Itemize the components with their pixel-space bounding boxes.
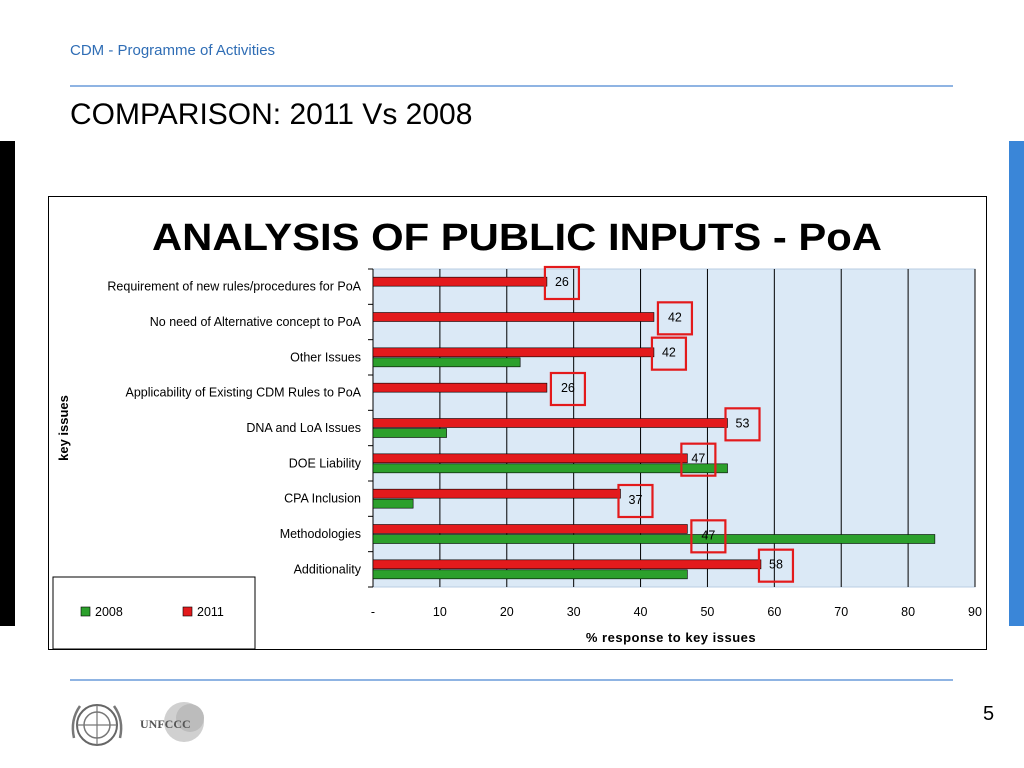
category-label: Methodologies bbox=[280, 527, 361, 541]
chart-frame: ANALYSIS OF PUBLIC INPUTS - PoA - 10 20 30 40… bbox=[48, 196, 987, 650]
bar-2011 bbox=[372, 382, 548, 393]
data-label-2011: 37 bbox=[629, 493, 643, 507]
category-label: DOE Liability bbox=[289, 456, 362, 470]
unfccc-logo: UNFCCC bbox=[140, 702, 204, 742]
data-label-2011: 47 bbox=[701, 528, 715, 542]
x-tick-label: 30 bbox=[567, 605, 581, 619]
presentation-subtitle: CDM - Programme of Activities bbox=[70, 42, 276, 59]
y-axis-label: key issues bbox=[56, 395, 71, 461]
x-tick-label: 50 bbox=[700, 605, 714, 619]
x-axis-label: % response to key issues bbox=[586, 630, 756, 645]
bar-2011 bbox=[372, 559, 762, 570]
data-label-box bbox=[543, 265, 581, 301]
data-label-2011: 53 bbox=[736, 416, 750, 430]
x-tick-label: 20 bbox=[500, 605, 514, 619]
right-accent-bar bbox=[1009, 141, 1024, 626]
data-label-box bbox=[617, 483, 654, 519]
data-label-2011: 42 bbox=[668, 310, 682, 324]
data-label-box bbox=[650, 336, 688, 371]
unfccc-logo-text: UNFCCC bbox=[140, 717, 191, 731]
bar-2008 bbox=[372, 463, 728, 474]
category-label: Applicability of Existing CDM Rules to P… bbox=[125, 386, 361, 400]
bar-2011 bbox=[372, 418, 728, 428]
x-tick-label: 60 bbox=[767, 605, 781, 619]
category-label: CPA Inclusion bbox=[284, 492, 361, 506]
x-tick-label: 10 bbox=[433, 605, 447, 619]
bar-2011 bbox=[372, 453, 688, 464]
chart-title: ANALYSIS OF PUBLIC INPUTS - PoA bbox=[152, 217, 882, 259]
data-label-2011: 42 bbox=[662, 346, 676, 360]
legend-label-2011: 2011 bbox=[197, 605, 224, 619]
data-label-2011: 47 bbox=[691, 452, 705, 466]
bottom-divider bbox=[70, 679, 953, 681]
bar-2008 bbox=[372, 428, 447, 438]
category-label: DNA and LoA Issues bbox=[246, 421, 361, 435]
data-label-2011: 26 bbox=[555, 275, 569, 289]
bar-2008 bbox=[372, 569, 688, 580]
data-label-box bbox=[690, 519, 727, 554]
x-tick-label: 80 bbox=[901, 605, 915, 619]
top-divider bbox=[70, 85, 953, 87]
bar-2011 bbox=[372, 312, 655, 322]
data-label-box bbox=[680, 442, 717, 477]
slide-title: COMPARISON: 2011 Vs 2008 bbox=[70, 98, 473, 131]
un-emblem-logo bbox=[71, 704, 123, 746]
bar-2011 bbox=[372, 347, 655, 358]
x-tick-label: - bbox=[371, 605, 375, 619]
data-label-box bbox=[549, 371, 587, 407]
legend-swatch-2011 bbox=[182, 606, 193, 617]
data-label-2011: 26 bbox=[561, 381, 575, 395]
legend-label-2008: 2008 bbox=[95, 605, 123, 619]
plot-area bbox=[372, 268, 976, 588]
data-label-2011: 58 bbox=[769, 558, 783, 572]
bar-2008 bbox=[372, 357, 521, 368]
bar-2008 bbox=[372, 534, 936, 544]
category-label: Other Issues bbox=[290, 350, 361, 364]
x-tick-label: 70 bbox=[834, 605, 848, 619]
data-label-box bbox=[724, 407, 761, 442]
left-accent-bar bbox=[0, 141, 15, 626]
bar-2011 bbox=[372, 488, 621, 499]
x-tick-label: 40 bbox=[634, 605, 648, 619]
bar-2008 bbox=[372, 498, 414, 509]
bar-2011 bbox=[372, 524, 688, 534]
category-label: Requirement of new rules/procedures for … bbox=[107, 280, 361, 294]
x-tick-label: 90 bbox=[968, 605, 982, 619]
data-label-box bbox=[757, 548, 795, 583]
legend-swatch-2008 bbox=[80, 606, 91, 617]
category-label: No need of Alternative concept to PoA bbox=[150, 315, 362, 329]
bar-chart: ANALYSIS OF PUBLIC INPUTS - PoA - 10 20 30 40… bbox=[52, 217, 982, 650]
page-number: 5 bbox=[983, 703, 995, 725]
bar-2011 bbox=[372, 276, 548, 287]
data-label-box bbox=[656, 301, 694, 336]
category-label: Additionality bbox=[294, 562, 362, 576]
